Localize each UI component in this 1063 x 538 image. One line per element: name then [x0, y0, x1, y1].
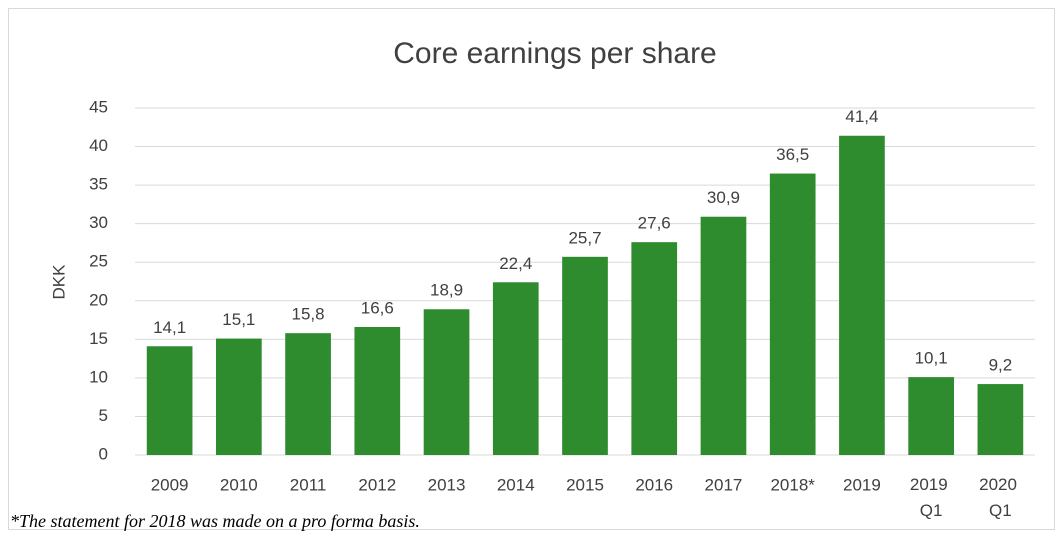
data-label: 15,1: [222, 310, 255, 329]
bar: [908, 377, 954, 455]
x-tick-label: 2013: [428, 475, 466, 494]
x-tick-label: 2010: [220, 475, 258, 494]
x-tick-label: 2019 Q1: [910, 475, 953, 520]
y-tick-label: 45: [89, 97, 108, 116]
data-label: 36,5: [776, 145, 809, 164]
x-tick-label: 2014: [497, 475, 535, 494]
y-tick-label: 35: [89, 175, 108, 194]
data-label: 16,6: [361, 298, 394, 317]
bar: [562, 256, 608, 455]
bar: [977, 384, 1024, 455]
bar: [631, 242, 678, 455]
x-tick-label: 2020 Q1: [979, 475, 1022, 520]
bar: [492, 282, 539, 455]
x-tick-label: 2016: [635, 475, 673, 494]
y-tick-label: 0: [99, 444, 108, 463]
bar: [700, 216, 747, 455]
y-tick-label: 15: [89, 329, 108, 348]
y-axis-label: DKK: [49, 264, 68, 300]
data-label: 14,1: [153, 318, 186, 337]
x-tick-label: 2018*: [770, 475, 815, 494]
footnote: *The statement for 2018 was made on a pr…: [10, 511, 420, 531]
y-tick-label: 30: [89, 213, 108, 232]
data-label: 41,4: [845, 107, 878, 126]
bar: [839, 135, 885, 455]
bar: [354, 326, 401, 455]
bar: [769, 173, 816, 456]
y-tick-label: 40: [89, 136, 108, 155]
bar: [285, 333, 331, 455]
x-tick-label: 2017: [705, 475, 743, 494]
bar: [423, 309, 470, 455]
data-label: 22,4: [499, 254, 532, 273]
y-tick-label: 10: [89, 367, 108, 386]
x-tick-label: 2012: [358, 475, 396, 494]
data-label: 25,7: [568, 228, 601, 247]
x-tick-label: 2011: [290, 475, 327, 494]
data-label: 15,8: [292, 305, 325, 324]
x-tick-label: 2009: [151, 475, 189, 494]
x-tick-label: 2015: [566, 475, 604, 494]
bar: [216, 338, 262, 455]
data-label: 9,2: [989, 356, 1013, 375]
y-tick-label: 5: [99, 406, 108, 425]
data-label: 18,9: [430, 281, 463, 300]
chart-title: Core earnings per share: [393, 37, 717, 70]
bar: [146, 346, 193, 455]
y-tick-label: 25: [89, 252, 108, 271]
data-label: 27,6: [638, 214, 671, 233]
data-label: 30,9: [707, 188, 740, 207]
data-label: 10,1: [915, 349, 948, 368]
x-tick-label: 2019: [843, 475, 881, 494]
y-tick-label: 20: [89, 290, 108, 309]
